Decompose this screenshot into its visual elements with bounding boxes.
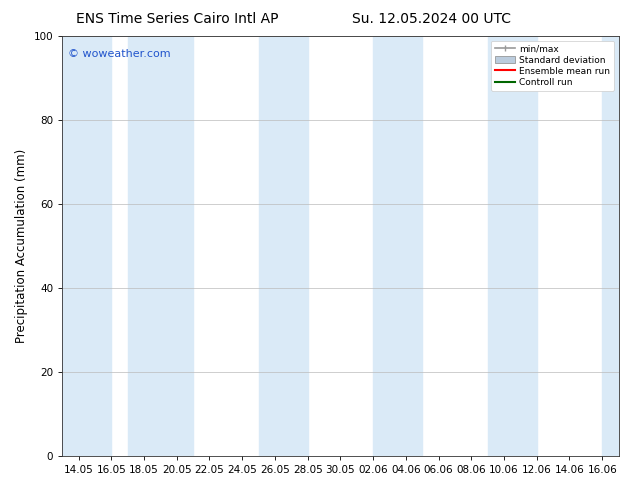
Text: Su. 12.05.2024 00 UTC: Su. 12.05.2024 00 UTC: [352, 12, 510, 26]
Bar: [127, 36, 193, 456]
Legend: min/max, Standard deviation, Ensemble mean run, Controll run: min/max, Standard deviation, Ensemble me…: [491, 41, 614, 91]
Bar: [259, 36, 307, 456]
Bar: [488, 36, 537, 456]
Bar: [602, 36, 619, 456]
Text: © woweather.com: © woweather.com: [68, 49, 171, 59]
Bar: [62, 36, 112, 456]
Text: ENS Time Series Cairo Intl AP: ENS Time Series Cairo Intl AP: [76, 12, 279, 26]
Bar: [373, 36, 422, 456]
Y-axis label: Precipitation Accumulation (mm): Precipitation Accumulation (mm): [15, 149, 28, 343]
